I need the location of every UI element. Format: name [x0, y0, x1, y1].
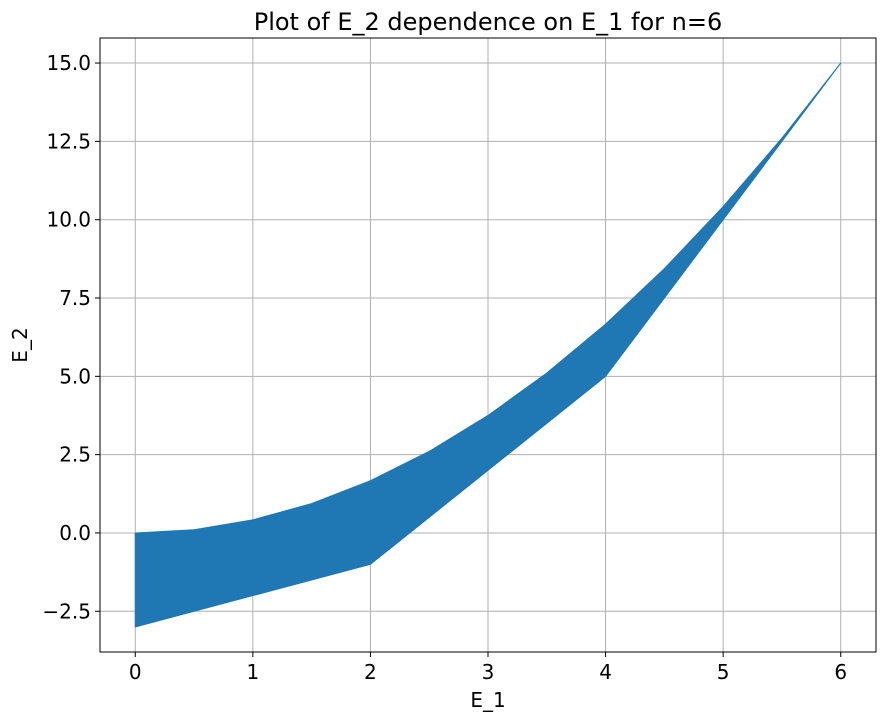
y-tick-label: −2.5 [42, 599, 91, 623]
y-axis-label: E_2 [8, 327, 32, 362]
y-tick-label: 5.0 [59, 364, 91, 388]
x-axis-label: E_1 [470, 688, 505, 712]
x-tick-label: 2 [364, 660, 377, 684]
x-tick-label: 4 [599, 660, 612, 684]
y-tick-label: 12.5 [46, 129, 91, 153]
x-axis-ticks: 0 1 2 3 4 5 6 [129, 652, 847, 684]
chart-title: Plot of E_2 dependence on E_1 for n=6 [254, 8, 723, 36]
region-fill [134, 62, 842, 628]
y-tick-label: 0.0 [59, 521, 91, 545]
y-tick-label: 10.0 [46, 208, 91, 232]
x-tick-label: 1 [246, 660, 259, 684]
y-axis-ticks: −2.5 0.0 2.5 5.0 7.5 10.0 12.5 15.0 [42, 51, 100, 623]
grid-vertical [134, 38, 842, 652]
x-tick-label: 3 [482, 660, 495, 684]
x-tick-label: 6 [834, 660, 847, 684]
x-tick-label: 0 [129, 660, 142, 684]
x-tick-label: 5 [717, 660, 730, 684]
y-tick-label: 7.5 [59, 286, 91, 310]
y-tick-label: 15.0 [46, 51, 91, 75]
y-tick-label: 2.5 [59, 443, 91, 467]
